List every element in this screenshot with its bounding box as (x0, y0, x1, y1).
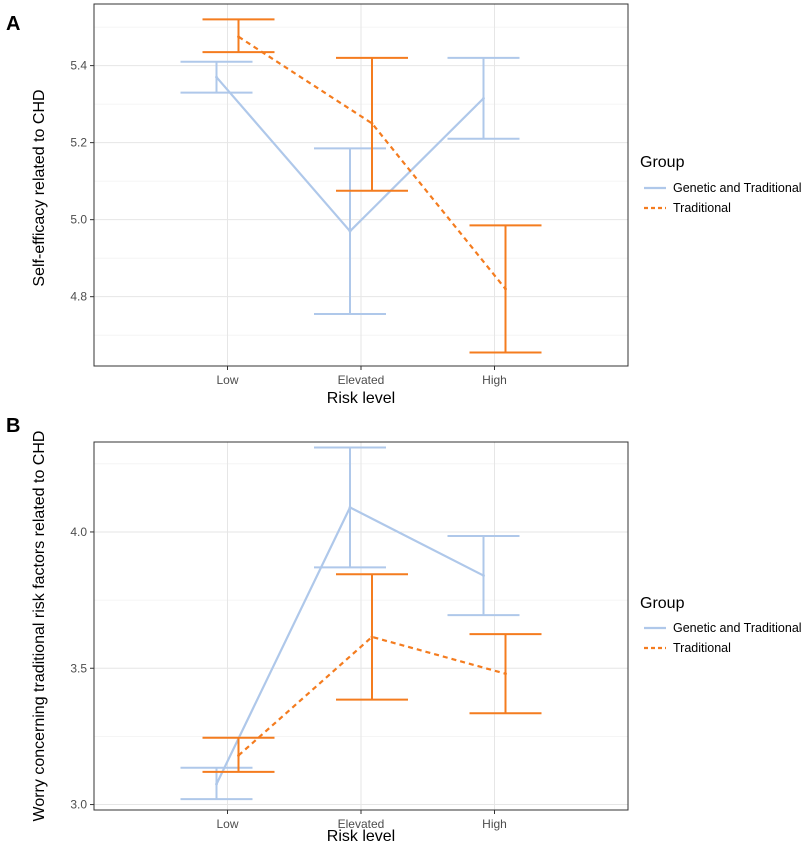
data-point-traditional-a (237, 35, 240, 39)
error-bar-traditional-a (469, 224, 542, 354)
y-axis-title-b: Worry concerning traditional risk factor… (31, 431, 48, 822)
legend-label-genetic-a: Genetic and Traditional (673, 181, 802, 195)
panel-b: B 3.0 3.5 4.0 Low Elevated High Risk level W… (6, 415, 802, 845)
data-point-traditional-a (370, 121, 374, 125)
y-axis-title-a: Self-efficacy related to CHD (31, 89, 48, 286)
data-point-genetic-a (348, 229, 352, 233)
legend-a: Group Genetic and Traditional Traditiona… (640, 154, 802, 215)
panel-a: A 4.8 5.0 5.2 5.4 Low Elevated High Risk leve… (6, 3, 802, 407)
error-bar-traditional-b (336, 573, 408, 701)
x-tick-label-a: Low (216, 373, 238, 387)
y-tick-label-a: 4.8 (70, 290, 87, 304)
data-point-traditional-b (370, 635, 374, 639)
x-axis-title-a: Risk level (327, 390, 395, 407)
data-point-genetic-a (215, 75, 218, 79)
data-point-genetic-b (215, 782, 218, 786)
error-bar-genetic-b (314, 446, 386, 569)
data-point-genetic-b (482, 574, 485, 577)
x-ticks-b: Low Elevated High (216, 810, 507, 831)
error-bar-genetic-a (314, 147, 386, 316)
panel-label-b: B (6, 415, 20, 437)
error-bar-genetic-b (447, 535, 520, 617)
data-point-genetic-a (482, 96, 485, 100)
data-point-traditional-b (237, 754, 240, 757)
x-tick-label-b: High (482, 817, 507, 831)
y-ticks-a: 4.8 5.0 5.2 5.4 (70, 59, 94, 304)
y-tick-label-a: 5.4 (70, 59, 87, 73)
x-ticks-a: Low Elevated High (216, 366, 507, 387)
data-point-genetic-b (348, 506, 352, 509)
y-tick-label-b: 3.5 (70, 661, 87, 675)
marks-a (180, 18, 542, 354)
y-ticks-b: 3.0 3.5 4.0 (70, 525, 94, 812)
legend-b: Group Genetic and Traditional Traditiona… (640, 595, 802, 655)
legend-label-traditional-a: Traditional (673, 201, 731, 215)
error-bar-traditional-b (469, 633, 542, 715)
series-line-traditional-a (237, 35, 507, 290)
panel-label-a: A (6, 13, 20, 35)
x-tick-label-b: Low (216, 817, 238, 831)
error-bar-traditional-a (202, 18, 275, 54)
y-tick-label-a: 5.2 (70, 136, 87, 150)
data-point-traditional-a (504, 287, 507, 291)
y-tick-label-a: 5.0 (70, 213, 87, 227)
series-line-traditional-b (237, 635, 506, 757)
error-bar-genetic-a (447, 56, 520, 140)
legend-title-a: Group (640, 154, 685, 171)
y-tick-label-b: 4.0 (70, 525, 87, 539)
error-bar-traditional-a (336, 56, 408, 192)
y-tick-label-b: 3.0 (70, 798, 87, 812)
legend-title-b: Group (640, 595, 685, 612)
marks-b (180, 446, 542, 801)
gridlines-a (94, 4, 628, 366)
error-bar-traditional-b (202, 736, 275, 773)
x-tick-label-b: Elevated (338, 817, 385, 831)
x-axis-title-b: Risk level (327, 828, 395, 845)
x-tick-label-a: Elevated (338, 373, 385, 387)
x-tick-label-a: High (482, 373, 507, 387)
error-bar-genetic-a (180, 60, 253, 94)
error-bar-genetic-b (180, 766, 253, 801)
gridlines-b (94, 442, 628, 810)
data-point-traditional-b (504, 672, 507, 676)
legend-label-traditional-b: Traditional (673, 641, 731, 655)
legend-label-genetic-b: Genetic and Traditional (673, 621, 802, 635)
